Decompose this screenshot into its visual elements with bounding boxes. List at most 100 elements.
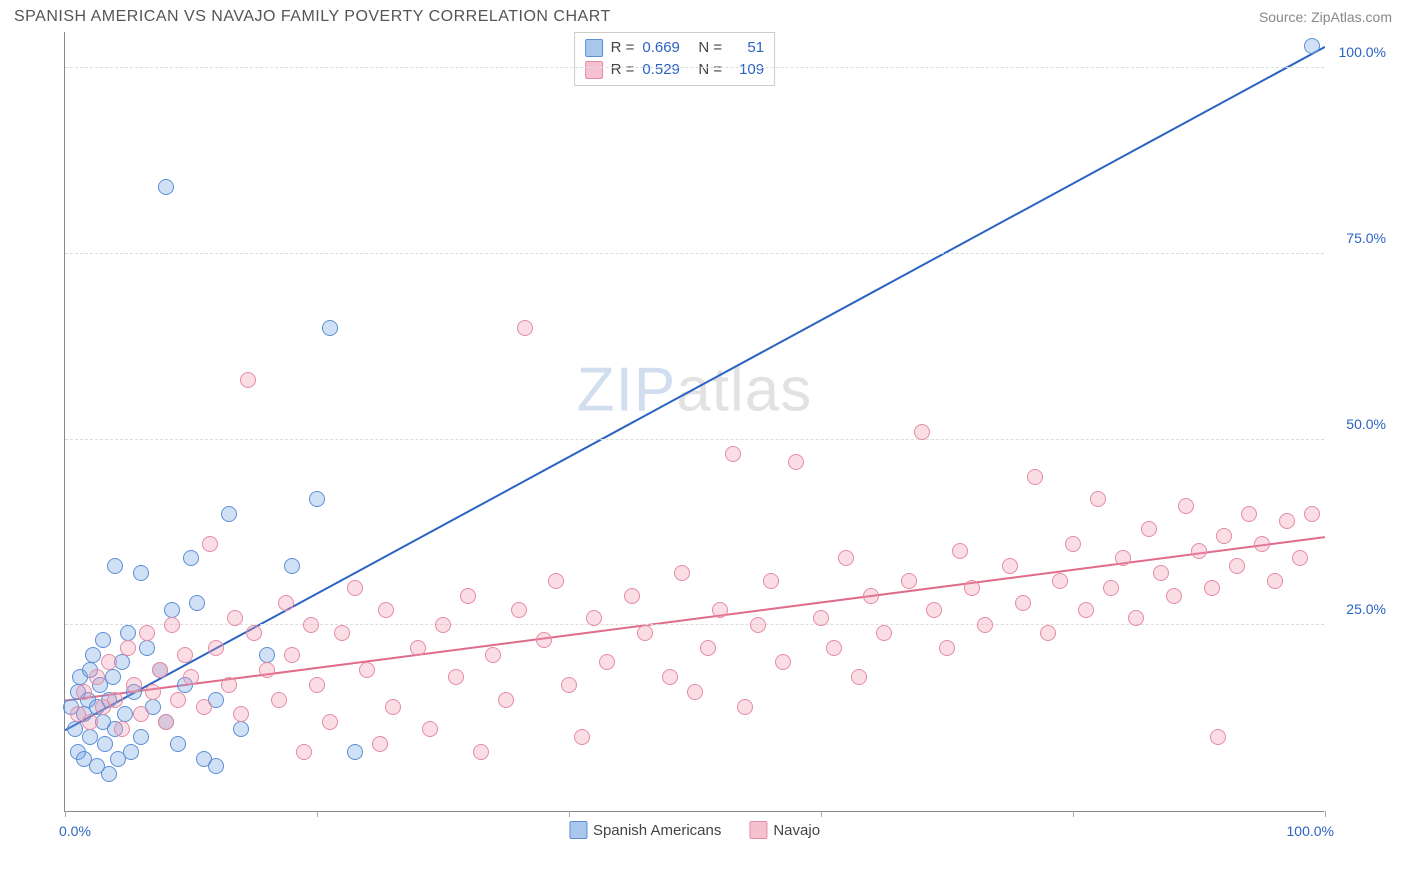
scatter-point	[164, 617, 180, 633]
x-tick	[821, 811, 822, 817]
scatter-point	[1304, 506, 1320, 522]
scatter-point	[334, 625, 350, 641]
scatter-point	[536, 632, 552, 648]
scatter-point	[97, 736, 113, 752]
scatter-point	[517, 320, 533, 336]
scatter-point	[813, 610, 829, 626]
scatter-point	[700, 640, 716, 656]
scatter-point	[460, 588, 476, 604]
scatter-point	[662, 669, 678, 685]
scatter-point	[574, 729, 590, 745]
scatter-point	[737, 699, 753, 715]
scatter-point	[233, 706, 249, 722]
scatter-point	[863, 588, 879, 604]
x-tick	[1325, 811, 1326, 817]
scatter-point	[284, 647, 300, 663]
scatter-point	[385, 699, 401, 715]
chart-header: SPANISH AMERICAN VS NAVAJO FAMILY POVERT…	[0, 0, 1406, 32]
scatter-point	[1254, 536, 1270, 552]
scatter-point	[926, 602, 942, 618]
scatter-point	[76, 684, 92, 700]
watermark: ZIPatlas	[577, 355, 812, 426]
scatter-point	[435, 617, 451, 633]
scatter-point	[202, 536, 218, 552]
x-axis-max-label: 100.0%	[1287, 823, 1334, 839]
scatter-point	[750, 617, 766, 633]
scatter-point	[322, 320, 338, 336]
gridline	[65, 439, 1324, 440]
scatter-point	[624, 588, 640, 604]
scatter-point	[233, 721, 249, 737]
scatter-point	[170, 736, 186, 752]
scatter-point	[82, 714, 98, 730]
scatter-point	[952, 543, 968, 559]
y-tick-label: 100.0%	[1339, 44, 1386, 60]
scatter-point	[1191, 543, 1207, 559]
x-tick	[569, 811, 570, 817]
n-label: N =	[698, 37, 722, 59]
scatter-point	[101, 766, 117, 782]
scatter-point	[158, 714, 174, 730]
legend-item: Spanish Americans	[569, 821, 721, 839]
scatter-point	[775, 654, 791, 670]
scatter-point	[296, 744, 312, 760]
scatter-point	[1292, 550, 1308, 566]
scatter-point	[139, 640, 155, 656]
chart-title: SPANISH AMERICAN VS NAVAJO FAMILY POVERT…	[14, 8, 611, 26]
scatter-point	[826, 640, 842, 656]
scatter-point	[133, 565, 149, 581]
n-label: N =	[698, 59, 722, 81]
scatter-point	[123, 744, 139, 760]
scatter-point	[410, 640, 426, 656]
legend-swatch	[585, 61, 603, 79]
scatter-point	[82, 729, 98, 745]
scatter-point	[101, 654, 117, 670]
scatter-point	[271, 692, 287, 708]
scatter-point	[107, 692, 123, 708]
scatter-point	[133, 729, 149, 745]
scatter-point	[120, 640, 136, 656]
scatter-point	[977, 617, 993, 633]
scatter-point	[1216, 528, 1232, 544]
scatter-point	[309, 491, 325, 507]
scatter-point	[120, 625, 136, 641]
scatter-point	[1115, 550, 1131, 566]
scatter-point	[259, 662, 275, 678]
x-tick	[317, 811, 318, 817]
scatter-point	[152, 662, 168, 678]
y-tick-label: 25.0%	[1346, 601, 1386, 617]
scatter-point	[901, 573, 917, 589]
scatter-point	[1267, 573, 1283, 589]
scatter-point	[712, 602, 728, 618]
scatter-point	[177, 647, 193, 663]
gridline	[65, 253, 1324, 254]
scatter-point	[208, 640, 224, 656]
scatter-point	[1002, 558, 1018, 574]
n-value: 51	[730, 37, 764, 59]
scatter-point	[964, 580, 980, 596]
gridline	[65, 67, 1324, 68]
scatter-point	[586, 610, 602, 626]
x-axis-min-label: 0.0%	[59, 823, 91, 839]
scatter-point	[1210, 729, 1226, 745]
scatter-point	[1128, 610, 1144, 626]
scatter-point	[498, 692, 514, 708]
scatter-point	[170, 692, 186, 708]
scatter-point	[164, 602, 180, 618]
r-value: 0.669	[642, 37, 690, 59]
scatter-point	[1141, 521, 1157, 537]
scatter-point	[1166, 588, 1182, 604]
scatter-point	[133, 706, 149, 722]
scatter-point	[674, 565, 690, 581]
scatter-point	[221, 506, 237, 522]
x-tick	[65, 811, 66, 817]
y-tick-label: 75.0%	[1346, 230, 1386, 246]
scatter-point	[1279, 513, 1295, 529]
scatter-point	[1229, 558, 1245, 574]
scatter-point	[473, 744, 489, 760]
scatter-point	[939, 640, 955, 656]
stats-legend-box: R =0.669N =51R =0.529N =109	[574, 32, 776, 86]
scatter-point	[378, 602, 394, 618]
scatter-point	[422, 721, 438, 737]
scatter-point	[763, 573, 779, 589]
